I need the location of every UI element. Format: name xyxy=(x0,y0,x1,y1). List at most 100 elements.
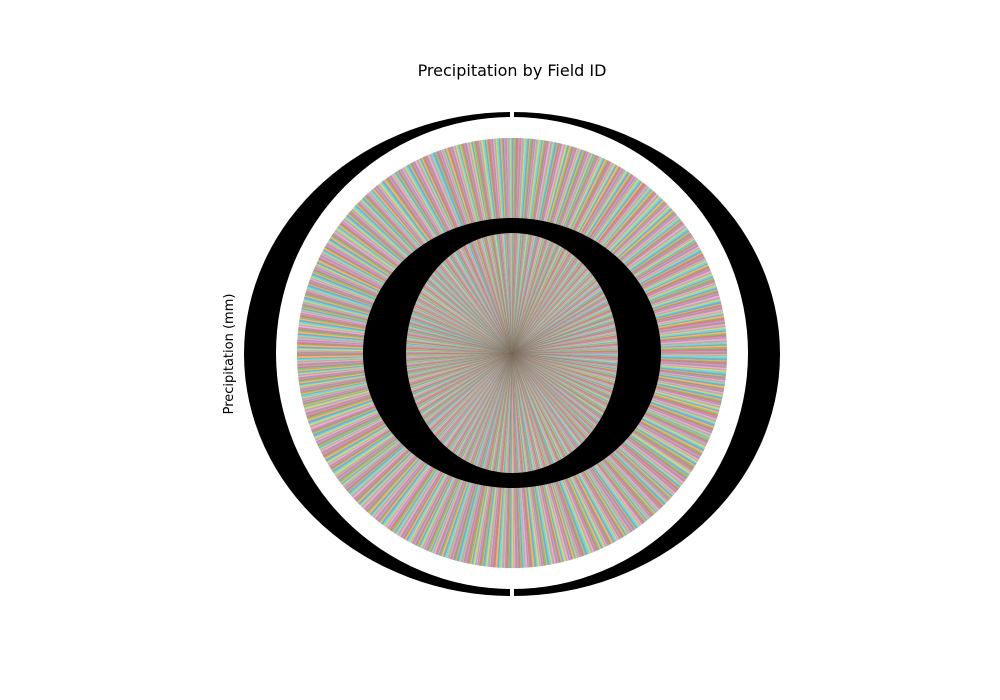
pie-slice xyxy=(511,352,568,562)
pie-slice xyxy=(503,137,513,354)
pie-slice xyxy=(511,192,657,354)
pie-slice xyxy=(393,352,513,534)
pie-slice xyxy=(366,352,513,513)
pie-slice xyxy=(431,152,513,354)
pie-slice xyxy=(410,352,513,544)
pie-slice xyxy=(486,139,513,354)
pie-slice xyxy=(511,352,664,507)
pie-slice xyxy=(480,139,513,354)
pie-slice xyxy=(477,352,513,566)
pie-slice xyxy=(511,192,656,354)
pie-slice xyxy=(360,199,513,354)
pie-slice xyxy=(511,139,543,354)
pie-slice xyxy=(511,352,711,438)
pie-slice xyxy=(511,171,630,354)
pie-slice xyxy=(326,242,513,354)
pie-slice xyxy=(447,147,513,354)
pie-slice xyxy=(396,352,513,535)
pie-slice xyxy=(479,352,513,566)
pie-slice xyxy=(511,167,623,354)
pie-slice xyxy=(511,149,582,354)
pie-slice xyxy=(396,171,513,354)
pie-slice xyxy=(356,352,513,503)
pie-slice xyxy=(511,139,539,354)
pie-slice xyxy=(511,352,596,552)
pie-slice xyxy=(401,352,513,539)
pie-slice xyxy=(329,236,513,354)
pie-slice xyxy=(442,352,513,558)
pie-slice xyxy=(511,352,638,529)
pie-slice xyxy=(485,352,513,567)
pie-slice xyxy=(378,182,513,354)
pie-slice xyxy=(511,147,578,354)
pie-slice xyxy=(430,153,513,354)
pie-slice xyxy=(322,352,513,456)
pie-slice xyxy=(511,352,593,554)
pie-slice xyxy=(437,352,513,556)
pie-slice xyxy=(511,142,559,354)
pie-slice xyxy=(511,232,691,354)
pie-slice xyxy=(336,352,513,480)
pie-slice xyxy=(511,352,553,565)
pie-slice xyxy=(331,352,513,472)
pie-slice xyxy=(449,352,513,560)
pie-slice xyxy=(511,352,609,546)
pie-slice xyxy=(511,352,692,475)
pie-slice xyxy=(313,267,513,354)
pie-slice xyxy=(401,167,513,354)
pie-slice xyxy=(511,199,665,354)
pie-slice xyxy=(511,352,707,447)
pie-slice xyxy=(388,176,513,354)
pie-slice xyxy=(511,137,521,354)
pie-slice xyxy=(511,255,705,354)
pie-slice xyxy=(511,352,564,563)
pie-slice xyxy=(315,352,513,443)
pie-slice xyxy=(511,155,600,354)
pie-slice xyxy=(326,352,513,465)
pie-slice xyxy=(370,352,513,517)
pie-slice xyxy=(495,352,513,568)
pie-slice xyxy=(511,166,620,354)
pie-slice xyxy=(511,352,669,502)
pie-slice xyxy=(511,138,533,354)
pie-slice xyxy=(312,352,513,435)
pie-slice xyxy=(511,352,707,445)
pie-slice xyxy=(462,352,513,563)
pie-slice xyxy=(511,352,547,566)
pie-slice xyxy=(511,352,617,543)
pie-slice xyxy=(511,352,644,524)
pie-slice xyxy=(511,352,516,569)
pie-slice xyxy=(366,352,513,514)
pie-slice xyxy=(351,208,513,354)
pie-slice xyxy=(335,352,513,477)
pie-slice xyxy=(511,156,602,354)
pie-slice xyxy=(422,157,513,354)
pie-slice xyxy=(511,186,650,354)
pie-slice xyxy=(511,352,588,556)
pie-slice xyxy=(466,142,513,354)
pie-slice xyxy=(511,160,610,354)
pie-slice xyxy=(413,352,513,546)
pie-slice xyxy=(511,203,669,354)
pie-slice xyxy=(420,352,513,549)
pie-slice xyxy=(459,352,513,562)
pie-slice xyxy=(511,352,606,548)
pie-slice xyxy=(501,138,513,354)
pie-slice xyxy=(511,141,552,354)
pie-slice xyxy=(361,352,513,508)
pie-slice xyxy=(511,352,626,537)
pie-slice xyxy=(511,146,576,354)
pie-slice xyxy=(511,352,710,439)
pie-slice xyxy=(511,352,586,556)
pie-slice xyxy=(435,352,513,555)
pie-slice xyxy=(417,158,513,354)
pie-slice xyxy=(322,250,513,354)
pie-slice xyxy=(336,226,513,354)
pie-slice xyxy=(511,352,614,544)
pie-slice xyxy=(396,352,513,536)
pie-slice xyxy=(448,147,513,354)
pie-slice xyxy=(511,352,575,560)
pie-slice xyxy=(511,352,631,534)
pie-slice xyxy=(371,352,513,517)
pie-slice xyxy=(346,352,513,492)
